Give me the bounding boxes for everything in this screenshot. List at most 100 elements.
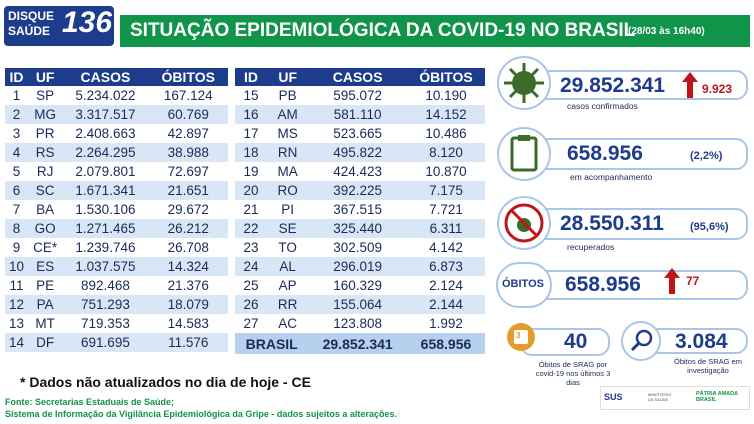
cell: 392.225	[308, 181, 407, 200]
cell: PB	[278, 88, 297, 103]
cell: MS	[277, 126, 298, 141]
source-2: Sistema de Informação da Vigilância Epid…	[5, 409, 397, 419]
cell: 4.142	[429, 240, 463, 255]
title: SITUAÇÃO EPIDEMIOLÓGICA DA COVID-19 NO B…	[130, 20, 636, 41]
cell: 296.019	[308, 257, 407, 276]
cell: 367.515	[333, 202, 383, 217]
total-cell: 658.956	[406, 333, 485, 354]
total-cell: 29.852.341	[308, 333, 407, 354]
cell: 1.671.341	[62, 181, 149, 200]
row: 16 AM 581.110 14.152	[235, 105, 485, 124]
recovered-percent: (95,6%)	[690, 221, 729, 233]
cell: 29.672	[167, 202, 209, 217]
row: 6 SC 1.671.341 21.651	[5, 181, 228, 200]
row: 14 DF 691.695 11.576	[5, 333, 228, 352]
cell: 1.992	[429, 316, 463, 331]
recovered-value: 28.550.311	[560, 212, 664, 235]
cell: 24	[235, 257, 267, 276]
table-left: ID UF CASOS ÓBITOS 1 SP 5.234.022 167.124 2 MG 3.3…	[5, 68, 228, 352]
cell: ES	[27, 257, 63, 276]
cell: MA	[277, 164, 298, 179]
column-header: ID	[235, 68, 267, 86]
column-header: CASOS	[62, 68, 149, 86]
cell: 2	[5, 105, 28, 124]
cell: 27	[243, 316, 259, 331]
cell: 1.530.106	[75, 202, 136, 217]
cell: RS	[27, 143, 63, 162]
row: 9 CE* 1.239.746 26.708	[5, 238, 228, 257]
cell: 2.079.801	[75, 164, 136, 179]
cell: 14.324	[148, 257, 228, 276]
cell: 325.440	[308, 219, 407, 238]
confirmed-delta: 9.923	[702, 82, 733, 96]
calendar-icon	[507, 323, 535, 351]
magnifier-icon	[621, 321, 661, 361]
cell: PA	[27, 295, 63, 314]
row: 19 MA 424.423 10.870	[235, 162, 485, 181]
cell: MT	[35, 316, 55, 331]
footnote: * Dados não atualizados no dia de hoje -…	[20, 374, 311, 390]
srag-investigation-value: 3.084	[675, 330, 728, 353]
header-row: ID UF CASOS ÓBITOS	[235, 68, 485, 86]
cell: 60.769	[148, 105, 228, 124]
logo-number: 136	[62, 6, 113, 39]
column-header: ÓBITOS	[148, 68, 228, 86]
cell: 595.072	[333, 88, 383, 103]
cell: 6.311	[406, 219, 485, 238]
cell: SP	[36, 88, 55, 103]
cell: 11	[9, 278, 24, 293]
row: 27 AC 123.808 1.992	[235, 314, 485, 333]
cell: GO	[27, 219, 63, 238]
column-header: ÓBITOS	[406, 68, 485, 86]
cell: 6.873	[406, 257, 485, 276]
cell: 719.353	[81, 316, 130, 331]
cell: 11.576	[148, 333, 228, 352]
title-bar	[120, 15, 750, 47]
logo-top: DISQUE	[8, 9, 55, 23]
cell: AL	[266, 257, 309, 276]
cell: 2.408.663	[75, 126, 136, 141]
recovered-label: recuperados	[567, 242, 615, 252]
source-1: Fonte: Secretarias Estaduais de Saúde;	[5, 397, 175, 407]
cell: 10.870	[425, 164, 467, 179]
logos-frame	[600, 386, 750, 410]
cell: 10	[5, 257, 28, 276]
cell: PE	[36, 278, 55, 293]
cell: 13	[8, 316, 24, 331]
cell: 26	[235, 295, 267, 314]
total-cell: BRASIL	[235, 333, 309, 354]
cell: 22	[235, 219, 267, 238]
row: 24 AL 296.019 6.873	[235, 257, 485, 276]
deaths-delta: 77	[686, 274, 700, 288]
cell: 6	[5, 181, 28, 200]
column-header: UF	[27, 68, 63, 86]
logo-gov: PÁTRIA AMADA BRASIL	[696, 391, 738, 403]
row: 7 BA 1.530.106 29.672	[5, 200, 228, 219]
cell: 26.212	[148, 219, 228, 238]
row: 12 PA 751.293 18.079	[5, 295, 228, 314]
up-arrow	[682, 72, 698, 98]
virus-icon	[497, 56, 551, 110]
cell: 892.468	[81, 278, 130, 293]
clipboard-icon	[497, 127, 551, 181]
deaths-badge-frame	[496, 262, 552, 308]
card-frame	[520, 270, 748, 300]
cell: 2.264.295	[62, 143, 149, 162]
cell: 302.509	[333, 240, 383, 255]
row: 10 ES 1.037.575 14.324	[5, 257, 228, 276]
cell: 18.079	[148, 295, 228, 314]
srag-investigation-label: Óbitos de SRAG em investigação	[674, 357, 742, 375]
confirmed-value: 29.852.341	[560, 74, 666, 97]
cell: 19	[243, 164, 259, 179]
cell: BA	[36, 202, 55, 217]
column-header: CASOS	[308, 68, 407, 86]
cell: 1.271.465	[62, 219, 149, 238]
table-right: ID UF CASOS ÓBITOS 15 PB 595.072 10.190 16 AM 581.…	[235, 68, 485, 354]
cell: 5	[12, 164, 21, 179]
row: 4 RS 2.264.295 38.988	[5, 143, 228, 162]
cell: 581.110	[308, 105, 407, 124]
cell: 21.651	[148, 181, 228, 200]
cell: 8	[5, 219, 28, 238]
cell: 72.697	[167, 164, 209, 179]
